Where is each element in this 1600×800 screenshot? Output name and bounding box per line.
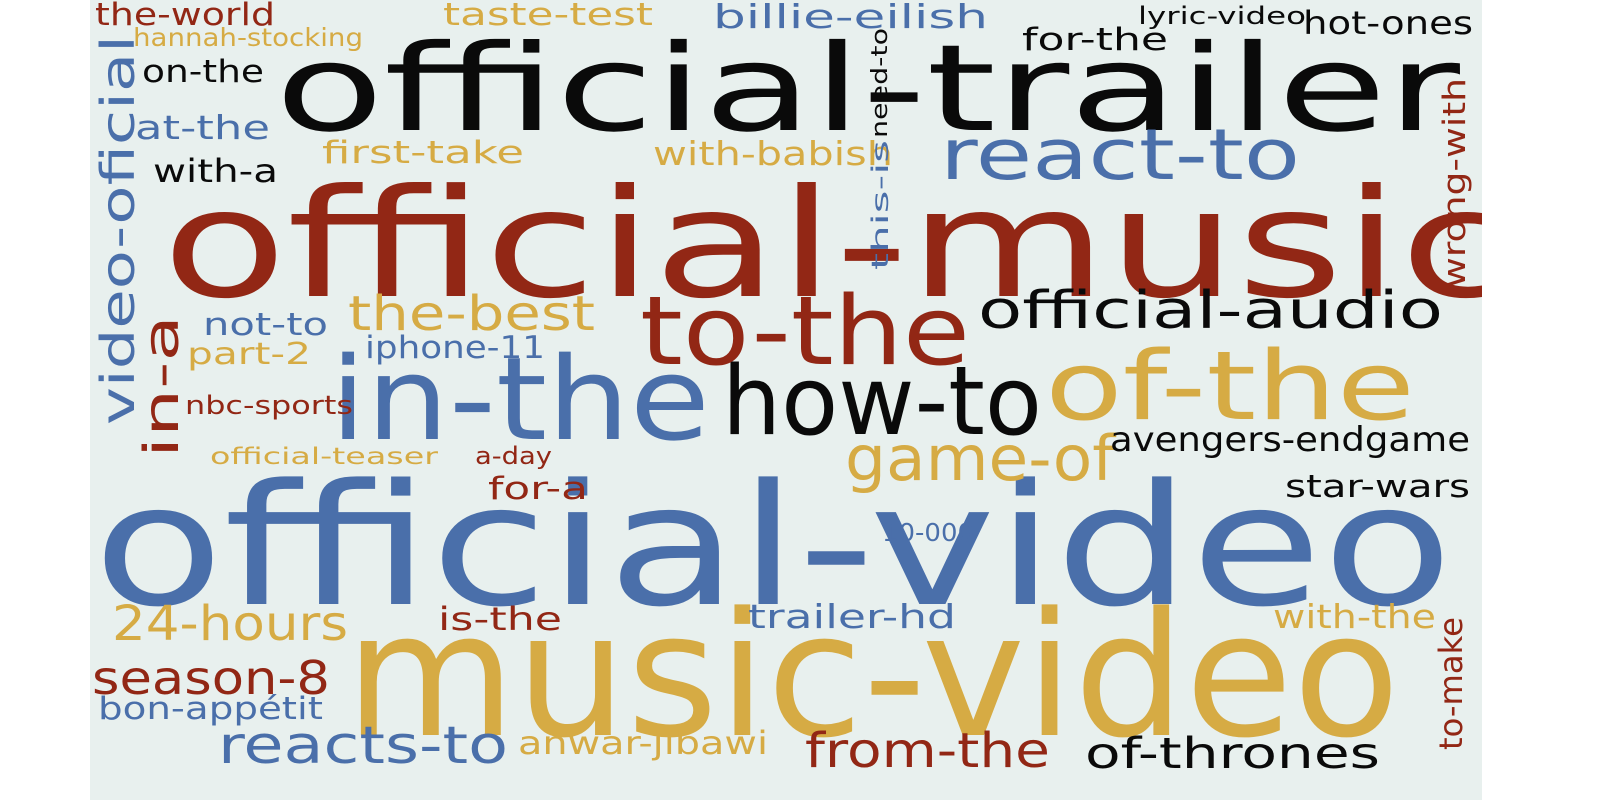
word-nbc-sports: nbc-sports <box>185 391 353 421</box>
word-10-000: 10-000 <box>882 518 974 547</box>
word-part-2: part-2 <box>187 337 311 372</box>
word-on-the: on-the <box>142 54 264 90</box>
word-official-music: official-music <box>162 158 1482 332</box>
word-24-hours: 24-hours <box>112 596 348 652</box>
word-is-the: is-the <box>438 600 562 638</box>
word-of-the: of-the <box>1045 332 1415 442</box>
word-official-audio: official-audio <box>978 281 1443 341</box>
word-anwar-jibawi: anwar-jibawi <box>518 724 768 762</box>
word-official-teaser: official-teaser <box>210 444 438 470</box>
word-a-day: a-day <box>475 442 552 470</box>
word-trailer-hd: trailer-hd <box>748 597 956 636</box>
word-season-8: season-8 <box>92 651 330 705</box>
word-the-world: the-world <box>95 0 275 33</box>
word-lyric-video: lyric-video <box>1138 2 1306 30</box>
word-react-to: react-to <box>940 114 1300 196</box>
word-with-a: with-a <box>153 152 278 190</box>
word-how-to: how-to <box>722 347 1042 457</box>
word-hot-ones: hot-ones <box>1303 4 1473 42</box>
word-taste-test: taste-test <box>443 0 653 33</box>
word-star-wars: star-wars <box>1285 469 1470 505</box>
word-reacts-to: reacts-to <box>218 716 508 776</box>
word-cloud: official-video music-video official-music o… <box>90 0 1482 800</box>
word-for-the: for-the <box>1022 22 1168 58</box>
word-official-trailer: official-trailer <box>275 20 1460 159</box>
word-in-the: in-the <box>330 333 710 467</box>
word-avengers-endgame: avengers-endgame <box>1110 420 1470 460</box>
word-with-babish: with-babish <box>653 134 893 173</box>
word-in-a: in-a <box>134 315 190 458</box>
word-game-of: game-of <box>845 422 1115 495</box>
word-the-best: the-best <box>348 286 595 342</box>
word-not-to: not-to <box>203 307 328 343</box>
word-with-the: with-the <box>1273 597 1436 636</box>
word-of-thrones: of-thrones <box>1085 729 1380 779</box>
word-first-take: first-take <box>322 135 524 171</box>
word-need-to: need-to <box>868 28 893 139</box>
word-this-is: this-is <box>868 140 894 270</box>
word-for-a: for-a <box>488 471 588 507</box>
word-at-the: at-the <box>135 108 270 147</box>
word-bon-appetit: bon-appétit <box>98 691 323 727</box>
word-wrong-with: wrong-with <box>1437 78 1473 289</box>
word-from-the: from-the <box>805 723 1050 779</box>
word-iphone-11: iphone-11 <box>365 330 545 366</box>
word-billie-eilish: billie-eilish <box>713 0 988 36</box>
word-to-make: to-make <box>1432 617 1470 750</box>
word-official-video: official-video <box>93 448 1453 644</box>
word-to-the: to-the <box>640 277 970 387</box>
word-music-video: music-video <box>345 575 1400 776</box>
word-hannah-stocking: hannah-stocking <box>133 23 363 52</box>
